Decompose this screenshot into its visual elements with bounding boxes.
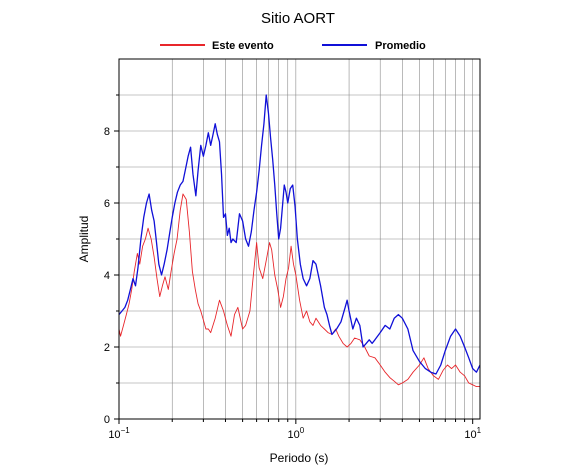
grid-lines (119, 59, 480, 419)
series-line-promedio (118, 94, 481, 375)
legend-label-promedio: Promedio (375, 40, 426, 52)
series-layer (118, 94, 481, 388)
x-axis-label: Periodo (s) (270, 451, 329, 465)
x-tick-label: 10−1 (108, 426, 130, 441)
y-tick-label: 8 (104, 126, 110, 138)
legend-label-este-evento: Este evento (212, 40, 274, 52)
legend: Este evento Promedio (160, 40, 426, 52)
axes: 0 2 4 6 8 10−1 100 101 (104, 94, 482, 441)
x-tick-label: 100 (287, 426, 304, 441)
y-axis-label: Amplitud (77, 216, 91, 263)
y-tick-label: 2 (104, 342, 110, 354)
chart-title: Sitio AORT (261, 10, 335, 27)
x-tick-label: 101 (464, 426, 481, 441)
series-line-este-evento (118, 193, 480, 388)
y-tick-label: 4 (104, 270, 110, 282)
y-tick-label: 6 (104, 198, 110, 210)
y-tick-label: 0 (104, 414, 110, 426)
